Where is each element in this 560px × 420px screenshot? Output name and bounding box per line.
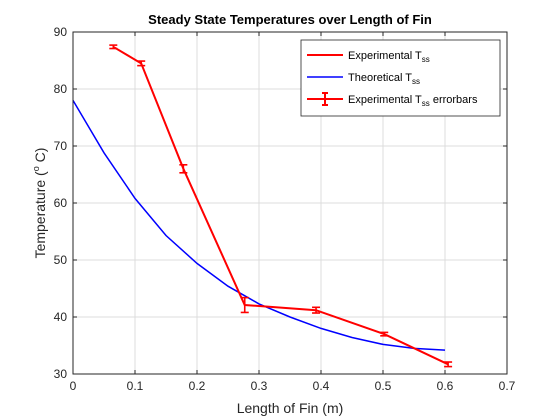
errorbar — [380, 331, 389, 337]
legend: Experimental Tss Theoretical Tss Experim… — [300, 39, 501, 117]
y-tick-label: 60 — [54, 196, 68, 210]
y-axis-title-main: Temperature ( — [32, 171, 48, 258]
x-tick-label: 0.3 — [251, 379, 268, 393]
y-tick-label: 70 — [54, 139, 68, 153]
ticks: 0 0.1 0.2 0.3 0.4 0.5 0.6 0.7 30 40 50 60 70 80 90 — [54, 25, 516, 393]
y-tick-label: 30 — [54, 367, 68, 381]
y-tick-label: 40 — [54, 310, 68, 324]
y-tick-label: 80 — [54, 82, 68, 96]
x-tick-label: 0.2 — [189, 379, 206, 393]
y-axis-title: Temperature (o C) — [31, 148, 48, 259]
x-tick-label: 0.1 — [127, 379, 144, 393]
errorbar — [179, 164, 188, 174]
chart-title: Steady State Temperatures over Length of… — [148, 12, 432, 27]
errorbar — [444, 361, 453, 368]
errorbar — [109, 44, 118, 50]
y-axis-title-tail: C) — [32, 148, 48, 167]
errorbar — [137, 60, 146, 67]
errorbar — [240, 296, 249, 314]
legend-swatch-errorbars — [307, 92, 343, 106]
legend-label-experimental: Experimental Tss — [348, 50, 430, 64]
y-tick-label: 50 — [54, 253, 68, 267]
x-tick-label: 0.7 — [499, 379, 516, 393]
x-tick-label: 0 — [70, 379, 77, 393]
errorbar — [312, 306, 321, 314]
y-axis-title-sup: o — [31, 166, 41, 171]
y-tick-label: 90 — [54, 25, 68, 39]
series-layer — [72, 44, 453, 368]
x-tick-label: 0.5 — [375, 379, 392, 393]
legend-box — [300, 39, 501, 117]
x-axis-title: Length of Fin (m) — [237, 400, 344, 416]
legend-label-theoretical: Theoretical Tss — [348, 72, 420, 86]
theoretical-line — [72, 100, 446, 351]
legend-label-errorbars: Experimental Tss errorbars — [348, 94, 478, 108]
x-tick-label: 0.6 — [437, 379, 454, 393]
x-tick-label: 0.4 — [313, 379, 330, 393]
